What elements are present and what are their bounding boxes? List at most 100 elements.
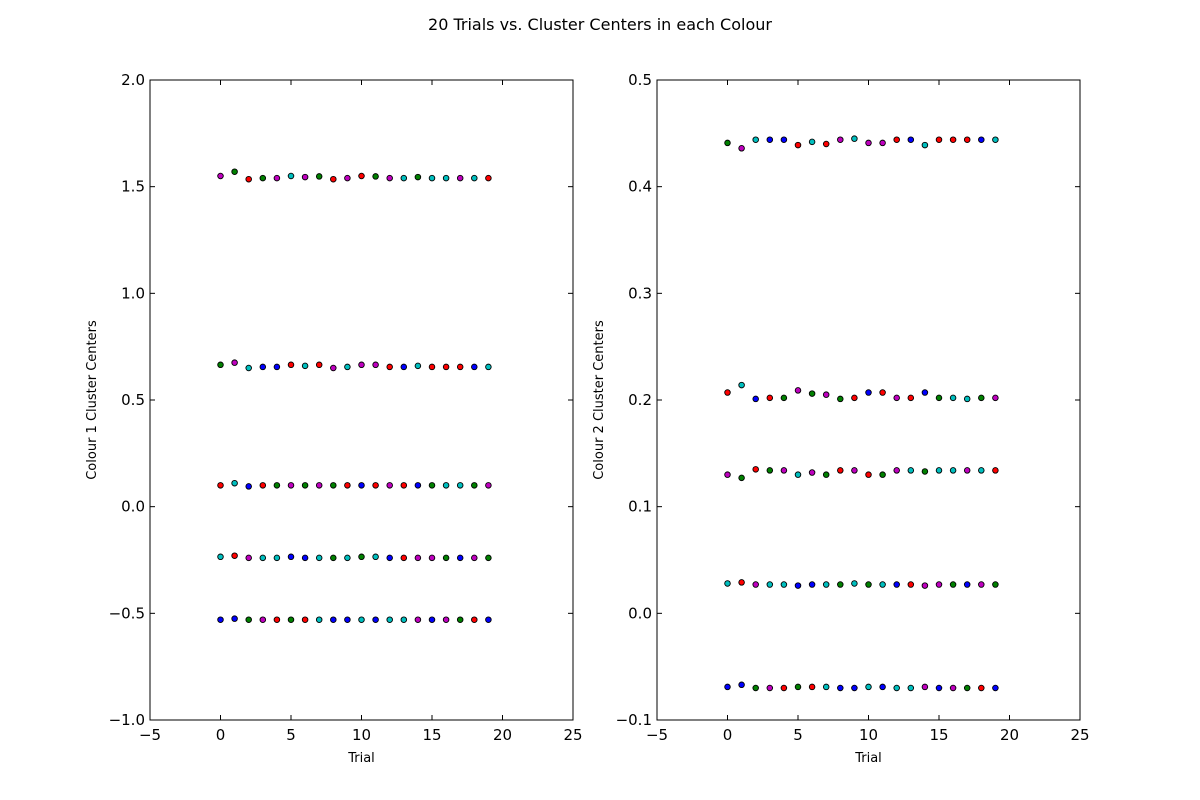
data-point [344, 482, 351, 489]
data-point [273, 174, 281, 182]
data-point [259, 554, 267, 562]
data-point [893, 467, 900, 474]
data-point [442, 482, 450, 489]
data-point [837, 395, 844, 403]
data-point [231, 552, 238, 559]
data-point [273, 616, 281, 623]
x-tick-label: 10 [859, 726, 878, 744]
data-point [738, 579, 745, 586]
data-point [372, 361, 379, 369]
data-point [400, 174, 408, 182]
data-point [992, 136, 999, 143]
data-point [921, 389, 929, 396]
y-tick-label: 0.2 [628, 391, 652, 409]
x-axis-label: Trial [854, 751, 882, 766]
data-point [217, 616, 224, 623]
data-point [963, 136, 971, 143]
data-point [865, 139, 872, 147]
data-point [879, 389, 886, 396]
left-chart: −5 0 5 10 15 20 25 −1.0 −0.5 0.0 0.5 1.0 1.5 2.0 Trial… [85, 71, 583, 766]
data-point [724, 389, 731, 396]
y-tick-label: 2.0 [121, 71, 145, 89]
data-point [738, 474, 745, 482]
data-point [724, 683, 731, 691]
data-point [456, 554, 464, 562]
data-point [414, 554, 422, 562]
data-point [752, 684, 759, 692]
data-point [442, 363, 450, 371]
x-tick-label: 15 [422, 726, 441, 744]
data-point [837, 467, 844, 474]
data-point [766, 467, 774, 474]
y-tick-label: 0.5 [628, 71, 652, 89]
data-point [287, 482, 295, 489]
data-point [978, 581, 985, 588]
data-point [893, 581, 900, 588]
plot-area [149, 79, 574, 721]
data-point [217, 553, 224, 561]
data-point [879, 581, 886, 588]
data-point [231, 615, 238, 622]
data-point [822, 581, 830, 588]
data-point [780, 136, 788, 143]
data-point [752, 466, 759, 473]
data-point [780, 467, 788, 474]
data-point [456, 363, 464, 371]
data-point [344, 174, 351, 182]
data-point [808, 469, 816, 476]
data-point [231, 359, 238, 366]
data-point [978, 684, 985, 692]
data-point [766, 581, 774, 588]
data-point [471, 616, 478, 623]
data-point [456, 482, 464, 489]
data-point [992, 394, 999, 402]
data-point [893, 684, 900, 692]
data-point [301, 173, 309, 181]
data-point [287, 361, 295, 369]
data-point [907, 394, 915, 402]
y-tick-label: −0.5 [109, 604, 145, 622]
data-point [400, 482, 408, 489]
figure-suptitle: 20 Trials vs. Cluster Centers in each Co… [428, 15, 772, 34]
data-point [315, 361, 323, 369]
data-point [315, 616, 323, 623]
data-point [428, 616, 436, 623]
data-point [907, 467, 915, 474]
data-point [837, 684, 844, 692]
data-point [851, 467, 858, 474]
data-point [935, 684, 943, 692]
data-point [330, 616, 337, 623]
x-tick-label: 20 [1000, 726, 1019, 744]
data-point [330, 482, 337, 489]
data-point [330, 175, 337, 183]
data-point [217, 361, 224, 369]
data-point [752, 395, 759, 403]
data-point [963, 467, 971, 474]
data-point [471, 363, 478, 371]
data-point [724, 471, 731, 478]
data-point [372, 616, 379, 623]
y-tick-label: 0.5 [121, 391, 145, 409]
data-point [879, 139, 886, 147]
data-point [837, 581, 844, 588]
data-point [879, 471, 886, 478]
data-point [456, 174, 464, 182]
data-point [851, 135, 858, 142]
data-point [822, 471, 830, 478]
data-point [879, 683, 886, 691]
data-point [485, 616, 492, 623]
data-point [752, 136, 759, 143]
y-tick-label: 0.0 [121, 498, 145, 516]
x-axis-label: Trial [347, 751, 375, 766]
data-point [414, 173, 422, 181]
data-point [287, 172, 295, 180]
data-point [231, 168, 238, 175]
data-point [992, 467, 999, 474]
data-point [428, 363, 436, 371]
data-point [315, 554, 323, 562]
y-tick-label: 1.5 [121, 178, 145, 196]
data-point [386, 482, 393, 489]
data-point [245, 554, 252, 562]
data-point [949, 136, 957, 143]
x-tick-label: 25 [563, 726, 582, 744]
